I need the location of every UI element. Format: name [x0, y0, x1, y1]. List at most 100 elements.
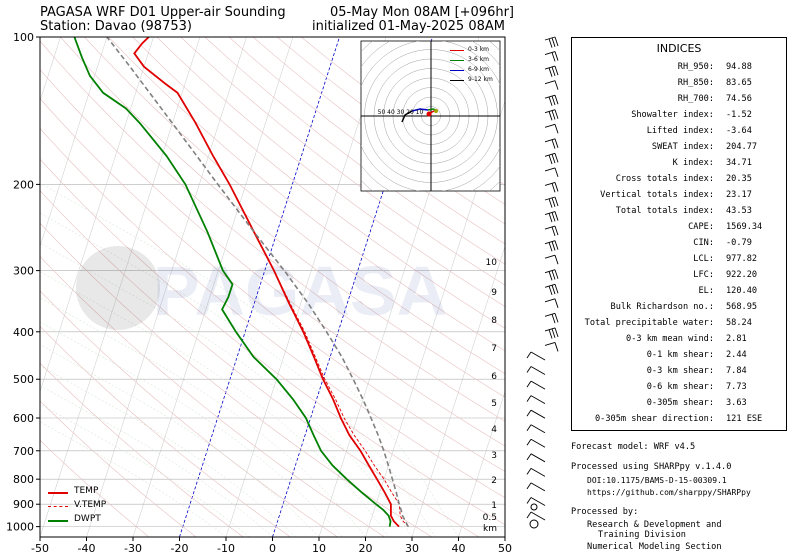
legend-label-vtemp: V.TEMP — [74, 500, 107, 510]
isotherm — [86, 37, 247, 537]
wind-barb-flag — [554, 211, 559, 221]
index-label: 0-3 km mean wind: — [626, 334, 714, 344]
wind-barb-flag — [548, 271, 553, 281]
index-label: CIN: — [693, 238, 714, 248]
index-label: SWEAT index: — [651, 142, 714, 152]
index-value: 922.20 — [726, 270, 758, 280]
dry-adiabat — [40, 439, 150, 537]
moist-adiabat — [40, 344, 320, 537]
valid-time: 05-May Mon 08AM [+096hr] — [330, 5, 514, 20]
index-value: 121 ESE — [726, 414, 763, 424]
wind-barb-flag — [554, 284, 559, 294]
watermark-logo — [76, 246, 160, 330]
index-value: -3.64 — [726, 126, 752, 136]
hodo-mean-wind — [434, 109, 438, 113]
hodograph-inner — [361, 41, 500, 191]
wind-barb-staff — [530, 511, 546, 521]
index-value: -1.52 — [726, 110, 752, 120]
y-tick-label: 800 — [13, 473, 34, 486]
dry-adiabat — [40, 40, 505, 422]
processed-by: Processed by: — [571, 507, 639, 517]
index-label: Showalter index: — [631, 110, 714, 120]
index-value: 74.56 — [726, 94, 752, 104]
wind-barb-staff — [530, 409, 546, 419]
moist-adiabat — [40, 321, 343, 537]
index-value: 58.24 — [726, 318, 752, 328]
km-label: 10 — [486, 258, 498, 268]
wind-barb-staff — [544, 298, 556, 303]
x-tick-label: 40 — [452, 542, 466, 555]
isotherm — [411, 245, 505, 537]
wind-barb-staff — [544, 196, 556, 201]
wind-barb-staff — [530, 438, 546, 448]
index-value: 20.35 — [726, 174, 752, 184]
org-line-2: Training Division — [598, 530, 686, 540]
wind-barb-staff — [544, 152, 556, 157]
index-label: RH_700: — [677, 94, 714, 104]
wind-barb-flag — [548, 285, 553, 296]
wind-barb-staff — [544, 182, 556, 186]
wind-barb-flag — [551, 154, 556, 164]
dry-adiabat — [40, 222, 432, 537]
wind-barb-flag — [551, 95, 556, 106]
wind-barb-staff — [530, 497, 546, 506]
wind-barb-staff — [544, 254, 556, 259]
isotherm — [40, 37, 154, 393]
hodograph: 50 40 30 20 10 — [360, 40, 501, 192]
wind-barb-flag — [526, 366, 532, 373]
index-value: 977.82 — [726, 254, 758, 264]
y-tick-label: 1000 — [6, 521, 34, 534]
index-label: 0-305m shear: — [646, 398, 714, 408]
x-tick-label: -50 — [31, 542, 49, 555]
dry-adiabat — [228, 37, 505, 245]
wind-barb-staff — [530, 482, 546, 492]
hodo-storm-motion — [426, 111, 432, 117]
index-label: Cross totals index: — [615, 174, 714, 184]
plot-area: PAGASA — [40, 37, 505, 537]
isotherm — [40, 37, 201, 537]
wind-barb-staff — [530, 424, 546, 434]
wind-barb-staff — [530, 380, 546, 390]
wind-barb-flag — [551, 66, 556, 77]
index-label: 0-6 km shear: — [646, 382, 714, 392]
hodo-ring-label: 10 — [416, 109, 424, 116]
wind-barb-flag — [548, 67, 553, 77]
wind-barb-flag — [554, 167, 559, 178]
wind-barb-flag — [551, 183, 556, 193]
moist-adiabat — [40, 297, 366, 537]
dry-adiabat — [40, 362, 244, 537]
wind-barb-flag — [526, 409, 532, 417]
index-value: 94.88 — [726, 62, 752, 72]
dry-adiabat — [40, 98, 505, 472]
km-label: 4 — [491, 425, 497, 435]
wind-barb-flag — [526, 511, 532, 519]
wind-barb-flag — [554, 327, 559, 338]
moist-adiabat — [40, 212, 436, 537]
x-tick-label: -10 — [217, 542, 235, 555]
x-tick-label: -30 — [124, 542, 142, 555]
wind-barb-flag — [551, 197, 556, 207]
wind-barb-staff — [544, 211, 556, 215]
forecast-model: Forecast model: WRF v4.5 — [571, 442, 696, 452]
wind-barb-staff — [544, 94, 556, 99]
index-value: 204.77 — [726, 142, 758, 152]
profile-parcel — [106, 37, 410, 527]
km-label: 8 — [491, 316, 497, 326]
wind-barb-flag — [551, 241, 556, 251]
wind-barb-flag — [554, 153, 559, 163]
wind-barb-staff — [530, 395, 546, 405]
dry-adiabat — [132, 37, 505, 329]
wind-barb-flag — [554, 196, 559, 207]
wind-barb-flag — [554, 255, 559, 265]
wind-barb-flag — [554, 182, 559, 192]
x-tick-label: -20 — [171, 542, 189, 555]
dry-adiabat — [84, 37, 505, 374]
index-value: 3.63 — [726, 398, 747, 408]
profile-vtemp — [273, 270, 409, 527]
wind-barb-staff — [544, 342, 556, 346]
dry-adiabat — [40, 158, 505, 526]
wind-barb-flag — [526, 380, 532, 388]
x-tick-label: 50 — [498, 542, 512, 555]
hodo-ring-label: 50 — [378, 109, 386, 116]
wind-barb-flag — [551, 314, 556, 324]
